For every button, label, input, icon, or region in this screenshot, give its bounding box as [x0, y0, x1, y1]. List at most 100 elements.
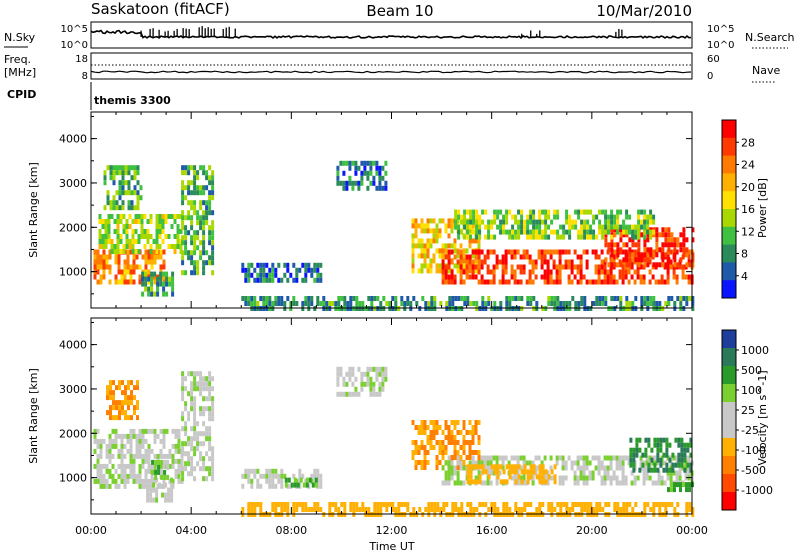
- heatmap-cell: [680, 462, 684, 468]
- heatmap-cell: [526, 234, 530, 240]
- heatmap-cell: [426, 243, 430, 249]
- heatmap-cell: [298, 502, 302, 507]
- heatmap-cell: [167, 234, 171, 239]
- heatmap-cell: [202, 456, 206, 462]
- heatmap-cell: [141, 478, 145, 484]
- heatmap-cell: [676, 237, 680, 243]
- heatmap-cell: [610, 234, 614, 240]
- heatmap-cell: [304, 277, 308, 283]
- heatmap-cell: [187, 371, 191, 377]
- heatmap-cell: [190, 456, 194, 462]
- heatmap-cell: [577, 214, 581, 220]
- heatmap-cell: [632, 467, 636, 473]
- heatmap-cell: [131, 229, 135, 234]
- heatmap-cell: [580, 502, 584, 507]
- heatmap-cell: [99, 473, 103, 479]
- heatmap-cell: [501, 259, 505, 265]
- heatmap-cell: [170, 497, 174, 503]
- heatmap-cell: [462, 480, 466, 486]
- heatmap-cell: [211, 225, 215, 231]
- heatmap-cell: [604, 502, 608, 507]
- heatmap-cell: [496, 214, 500, 220]
- heatmap-cell: [474, 264, 478, 270]
- heatmap-cell: [361, 502, 365, 507]
- heatmap-cell: [205, 396, 209, 402]
- heatmap-cell: [537, 254, 541, 260]
- heatmap-cell: [364, 507, 368, 512]
- y-tick-label: 3000: [59, 177, 87, 190]
- nsky-tick-top: 10^5: [61, 24, 88, 35]
- heatmap-cell: [592, 219, 596, 225]
- heatmap-cell: [105, 453, 109, 459]
- heatmap-cell: [280, 301, 284, 306]
- heatmap-cell: [632, 452, 636, 458]
- heatmap-cell: [129, 249, 133, 255]
- heatmap-cell: [103, 170, 107, 176]
- heatmap-cell: [625, 502, 629, 507]
- heatmap-cell: [511, 224, 515, 230]
- heatmap-cell: [112, 205, 116, 211]
- heatmap-cell: [547, 214, 551, 220]
- heatmap-cell: [667, 242, 671, 248]
- heatmap-cell: [680, 447, 684, 453]
- heatmap-cell: [669, 249, 673, 255]
- heatmap-cell: [133, 395, 136, 401]
- heatmap-cell: [121, 170, 125, 176]
- heatmap-cell: [650, 467, 654, 473]
- heatmap-cell: [664, 237, 668, 243]
- heatmap-cell: [689, 437, 693, 443]
- heatmap-cell: [691, 512, 695, 517]
- heatmap-cell: [417, 238, 421, 244]
- heatmap-cell: [420, 238, 424, 244]
- heatmap-cell: [486, 264, 490, 270]
- heatmap-cell: [667, 502, 671, 507]
- heatmap-cell: [181, 180, 185, 186]
- heatmap-cell: [631, 237, 635, 243]
- heatmap-cell: [253, 267, 257, 273]
- heatmap-cell: [211, 406, 215, 412]
- heatmap-cell: [205, 250, 209, 256]
- heatmap-cell: [615, 460, 619, 466]
- heatmap-cell: [612, 259, 616, 265]
- heatmap-cell: [310, 272, 314, 278]
- heatmap-cell: [417, 253, 421, 259]
- heatmap-cell: [502, 502, 506, 507]
- heatmap-cell: [104, 229, 108, 234]
- heatmap-cell: [679, 301, 683, 306]
- heatmap-cell: [292, 473, 296, 479]
- heatmap-cell: [453, 425, 457, 430]
- heatmap-cell: [202, 441, 206, 447]
- heatmap-cell: [483, 465, 487, 471]
- heatmap-cell: [205, 451, 209, 457]
- heatmap-cell: [565, 214, 569, 220]
- heatmap-cell: [556, 214, 560, 220]
- heatmap-cell: [132, 269, 136, 275]
- heatmap-cell: [498, 470, 502, 476]
- heatmap-cell: [679, 247, 683, 253]
- colorbar-tick-label: 500: [741, 364, 762, 377]
- heatmap-cell: [103, 180, 107, 186]
- heatmap-cell: [438, 268, 442, 274]
- heatmap-cell: [259, 262, 263, 268]
- heatmap-cell: [528, 259, 532, 265]
- heatmap-cell: [193, 260, 197, 266]
- heatmap-cell: [592, 214, 596, 220]
- heatmap-cell: [657, 460, 661, 466]
- colorbar-segment: [722, 366, 736, 385]
- heatmap-cell: [208, 180, 212, 186]
- heatmap-cell: [496, 464, 500, 470]
- heatmap-cell: [516, 460, 520, 466]
- heatmap-cell: [138, 428, 142, 434]
- heatmap-cell: [265, 296, 269, 301]
- heatmap-cell: [531, 480, 535, 486]
- heatmap-cell: [661, 227, 665, 233]
- heatmap-cell: [96, 438, 100, 444]
- heatmap-cell: [468, 274, 472, 280]
- heatmap-cell: [129, 428, 133, 434]
- heatmap-cell: [155, 229, 159, 234]
- heatmap-cell: [600, 465, 604, 471]
- heatmap-cell: [444, 223, 448, 229]
- heatmap-cell: [149, 497, 153, 503]
- heatmap-cell: [360, 386, 364, 392]
- heatmap-cell: [652, 219, 656, 225]
